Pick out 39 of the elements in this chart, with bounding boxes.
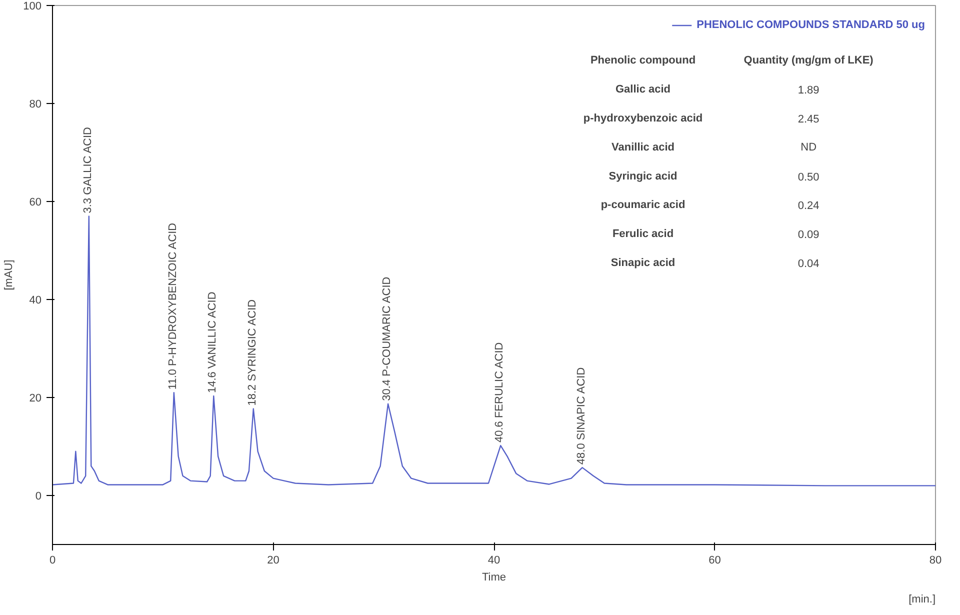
annotation: p-hydroxybenzoic acid (583, 112, 703, 124)
annotation: 0.50 (798, 171, 820, 184)
annotation: 3.3 GALLIC ACID (82, 126, 94, 214)
annotation: 18.2 SYRINGIC ACID (246, 299, 258, 406)
annotation: 0.04 (798, 258, 820, 270)
y-tick-label: 40 (29, 294, 42, 306)
annotation: 1.89 (798, 84, 820, 97)
annotation: Ferulic acid (612, 228, 674, 240)
annotation: 0.09 (798, 229, 820, 242)
y-tick-label: 0 (35, 490, 42, 502)
annotation: 14.6 VANILLIC ACID (206, 292, 219, 394)
annotation: Syringic acid (608, 170, 678, 182)
annotation: ND (800, 141, 817, 154)
y-tick-label: 20 (29, 392, 42, 404)
x-axis-title: Time (482, 572, 506, 584)
x-tick-label: 20 (267, 554, 280, 566)
x-tick-label: 60 (708, 554, 721, 566)
y-axis-title: [mAU] (3, 260, 16, 290)
annotation: Quantity (mg/gm of LKE) (744, 54, 874, 67)
annotation: 30.4 P-COUMARIC ACID (381, 276, 394, 401)
annotation: 0.24 (798, 200, 820, 212)
line-series (52, 216, 936, 486)
annotation: Sinapic acid (610, 256, 676, 269)
y-tick-label: 80 (29, 98, 42, 110)
x-tick-label: 80 (929, 554, 942, 566)
legend-label: PHENOLIC COMPOUNDS STANDARD 50 ug (696, 19, 925, 31)
x-tick-label: 40 (488, 554, 500, 566)
annotation: Vanillic acid (612, 141, 675, 154)
annotation: Phenolic compound (590, 54, 696, 67)
annotation: p-coumaric acid (600, 199, 686, 212)
y-tick-label: 100 (23, 0, 42, 12)
annotation: Gallic acid (615, 84, 671, 96)
text: [min.] (908, 594, 936, 606)
annotation: 40.6 FERULIC ACID (494, 342, 506, 443)
annotation: 11.0 P-HYDROXYBENZOIC ACID (166, 222, 179, 390)
annotation: 48.0 SINAPIC ACID (575, 367, 588, 465)
annotation: 2.45 (798, 113, 820, 126)
y-tick-label: 60 (29, 196, 42, 208)
x-tick-label: 0 (49, 554, 56, 566)
